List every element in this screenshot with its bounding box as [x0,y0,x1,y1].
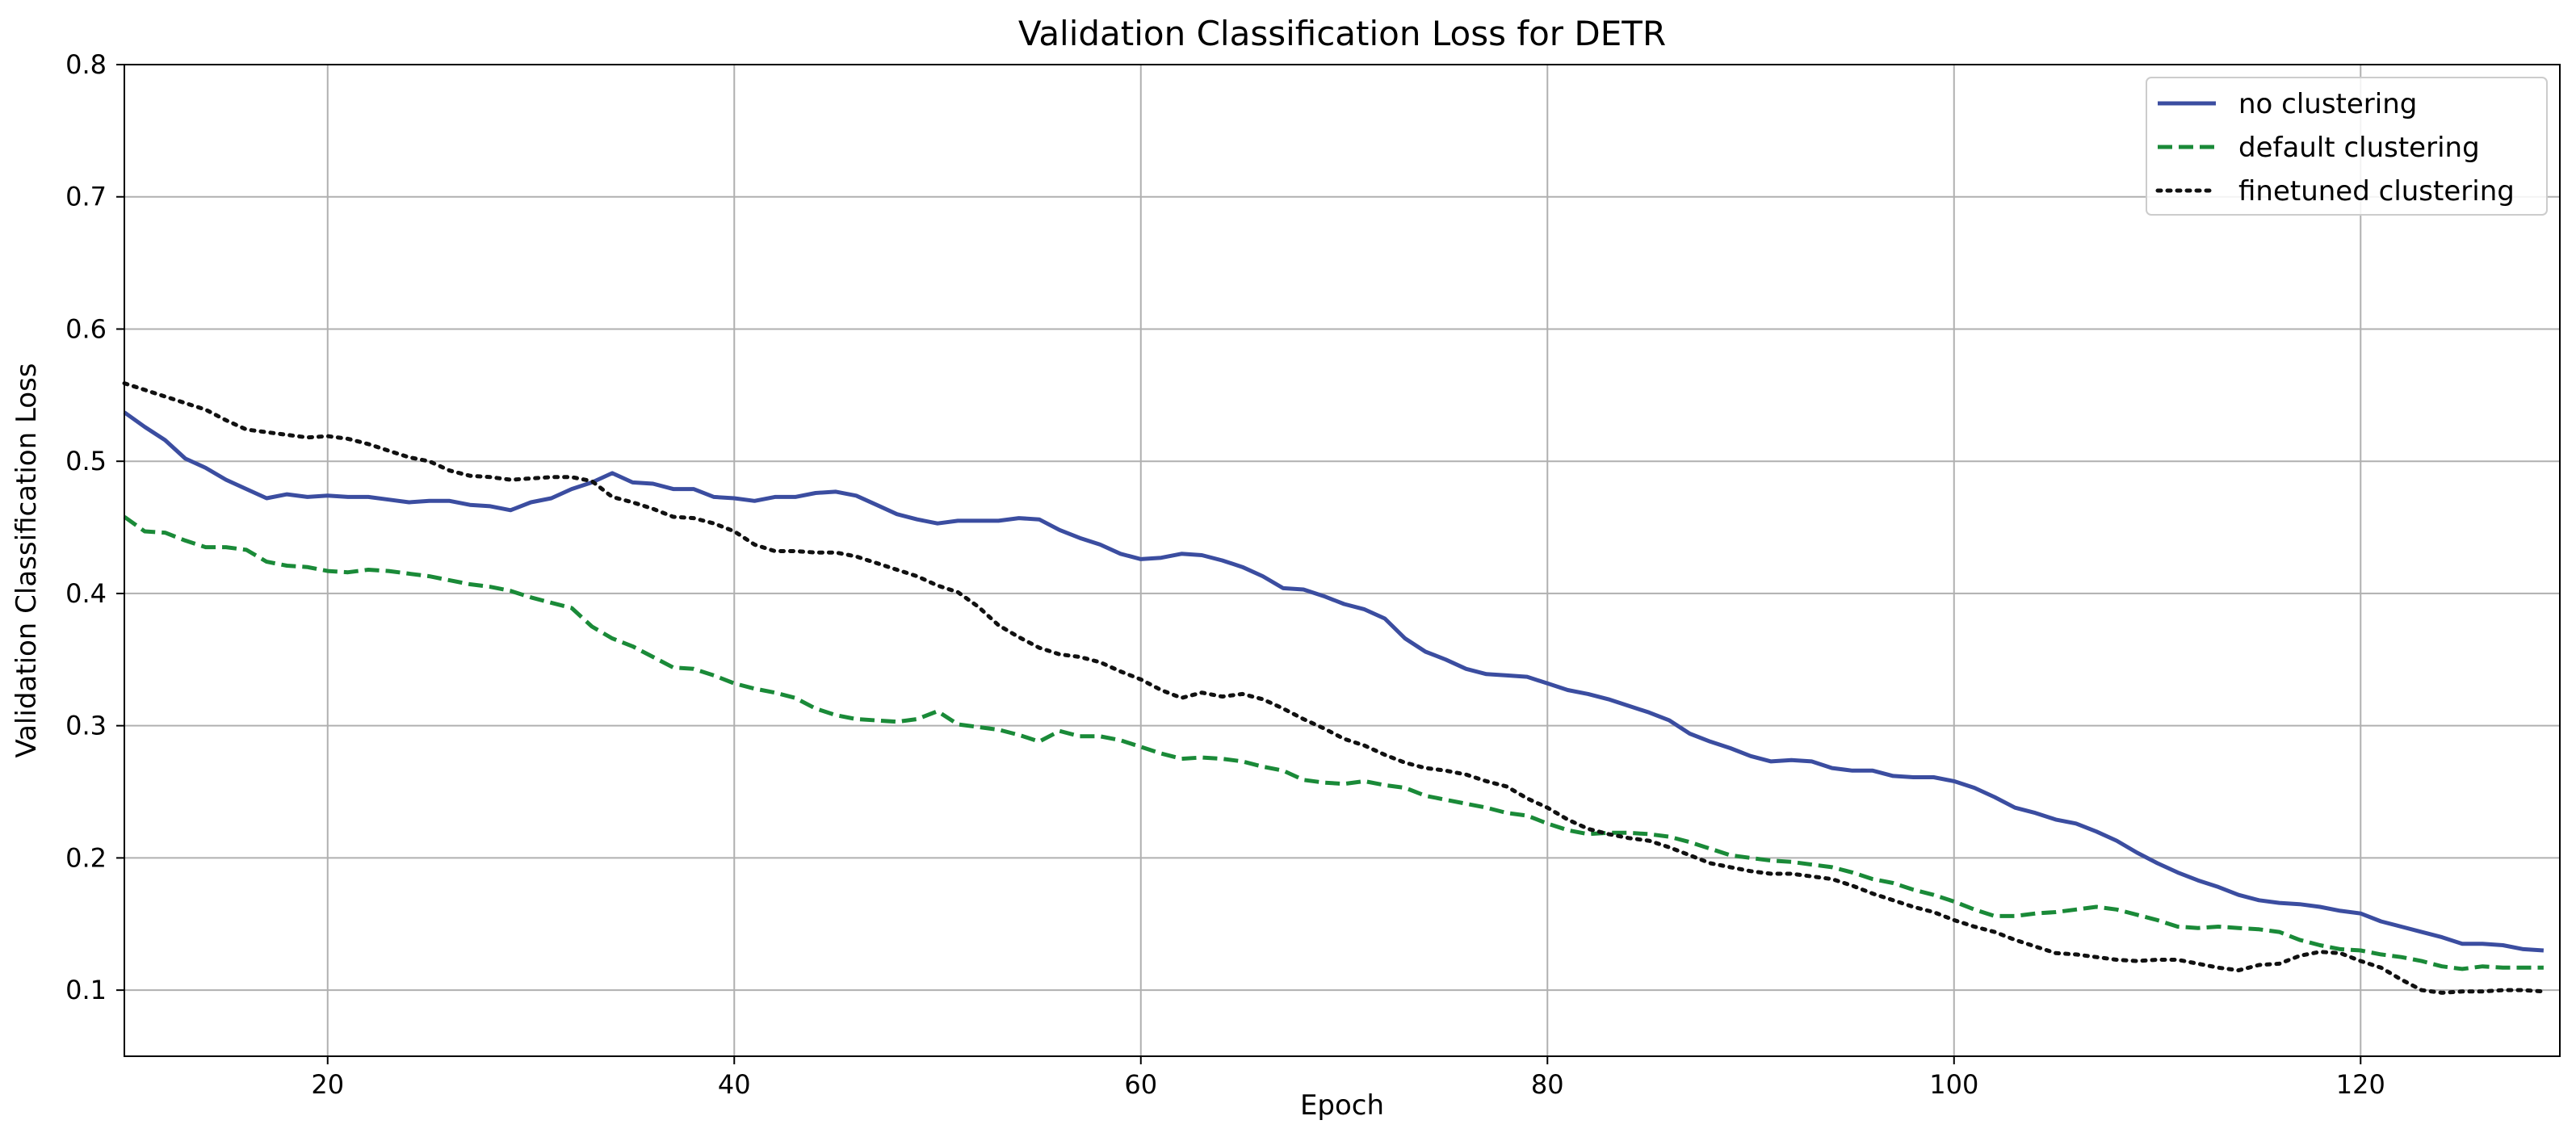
legend-box [2146,77,2548,216]
legend-label: default clustering [2238,132,2480,164]
series-line-finetuned-clustering [122,381,2546,995]
x-tick-label: 120 [2336,1069,2385,1100]
y-axis-label: Validation Classification Loss [10,363,43,757]
chart-title: Validation Classification Loss for DETR [1018,14,1666,53]
x-tick-label: 20 [311,1069,344,1100]
series-line-no-clustering [123,410,2545,953]
y-tick-label: 0.1 [65,975,107,1005]
y-tick-label: 0.3 [65,711,107,741]
series-line-default-clustering [123,514,2544,971]
legend: no clustering default clustering finetuned… [2146,77,2548,216]
plot-frame [124,64,2561,1057]
axis-ticks: 20 40 60 80 100 120 0.1 0.2 0.3 0.4 0.5 0.6 0.7 0.8 [65,49,2385,1100]
x-axis-label: Epoch [1300,1089,1384,1122]
x-tick-label: 40 [718,1069,751,1100]
legend-label: finetuned clustering [2238,175,2515,208]
series-lines [122,381,2546,995]
y-tick-label: 0.8 [65,49,107,80]
y-tick-label: 0.6 [65,313,107,344]
y-tick-label: 0.7 [65,182,107,212]
x-tick-label: 60 [1124,1069,1157,1100]
y-tick-label: 0.2 [65,842,107,873]
x-tick-label: 80 [1531,1069,1564,1100]
legend-label: no clustering [2238,88,2417,120]
y-tick-label: 0.5 [65,446,107,476]
y-tick-label: 0.4 [65,578,107,609]
x-tick-label: 100 [1929,1069,1978,1100]
